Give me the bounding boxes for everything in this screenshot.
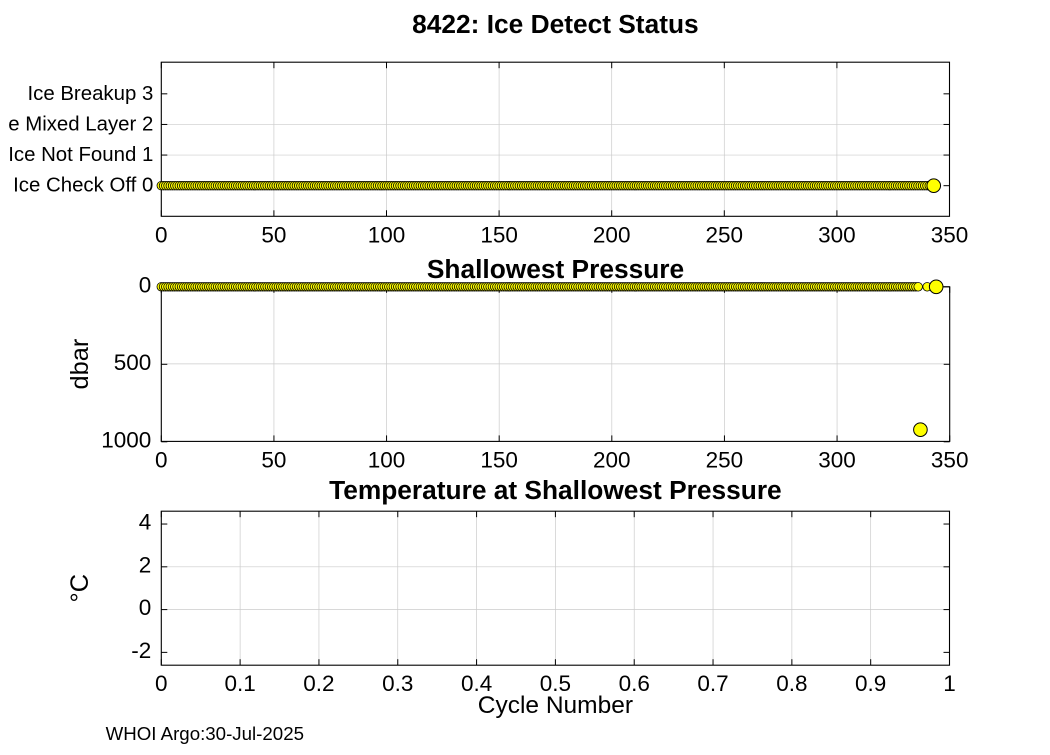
svg-text:0: 0 (139, 595, 152, 620)
svg-text:Ice Breakup 3: Ice Breakup 3 (27, 83, 153, 105)
svg-text:100: 100 (368, 222, 406, 247)
svg-text:1000: 1000 (101, 427, 151, 452)
svg-text:dbar: dbar (66, 338, 94, 389)
svg-text:Cycle Number: Cycle Number (478, 692, 633, 719)
svg-text:0: 0 (155, 447, 168, 472)
svg-text:150: 150 (480, 447, 518, 472)
svg-text:WHOI Argo:30-Jul-2025: WHOI Argo:30-Jul-2025 (106, 723, 304, 744)
svg-text:0.7: 0.7 (697, 671, 728, 696)
svg-text:0.1: 0.1 (224, 671, 255, 696)
svg-text:0.9: 0.9 (855, 671, 886, 696)
svg-text:50: 50 (261, 222, 286, 247)
svg-text:150: 150 (480, 222, 518, 247)
svg-text:300: 300 (818, 222, 856, 247)
svg-text:Temperature at Shallowest Pres: Temperature at Shallowest Pressure (329, 475, 782, 505)
svg-text:50: 50 (261, 447, 286, 472)
svg-text:°C: °C (66, 574, 94, 603)
svg-text:Ice Check Off 0: Ice Check Off 0 (13, 175, 153, 197)
svg-text:4: 4 (139, 510, 152, 535)
svg-text:0.2: 0.2 (303, 671, 334, 696)
svg-text:2: 2 (139, 552, 152, 577)
svg-text:1: 1 (943, 671, 956, 696)
svg-text:0.8: 0.8 (776, 671, 807, 696)
svg-text:0: 0 (139, 272, 152, 297)
svg-text:200: 200 (593, 222, 631, 247)
svg-text:250: 250 (706, 447, 744, 472)
svg-text:0: 0 (155, 222, 168, 247)
svg-text:350: 350 (931, 447, 969, 472)
svg-text:500: 500 (114, 350, 152, 375)
svg-text:-2: -2 (131, 638, 151, 663)
svg-text:200: 200 (593, 447, 631, 472)
svg-text:350: 350 (931, 222, 969, 247)
svg-text:0: 0 (155, 671, 168, 696)
svg-text:0.3: 0.3 (382, 671, 413, 696)
svg-text:250: 250 (706, 222, 744, 247)
svg-text:8422: Ice Detect Status: 8422: Ice Detect Status (412, 9, 698, 39)
svg-text:e Mixed Layer 2: e Mixed Layer 2 (8, 113, 153, 135)
svg-text:Shallowest Pressure: Shallowest Pressure (427, 254, 684, 284)
svg-text:100: 100 (368, 447, 406, 472)
svg-text:Ice Not Found 1: Ice Not Found 1 (8, 144, 153, 166)
svg-text:300: 300 (818, 447, 856, 472)
